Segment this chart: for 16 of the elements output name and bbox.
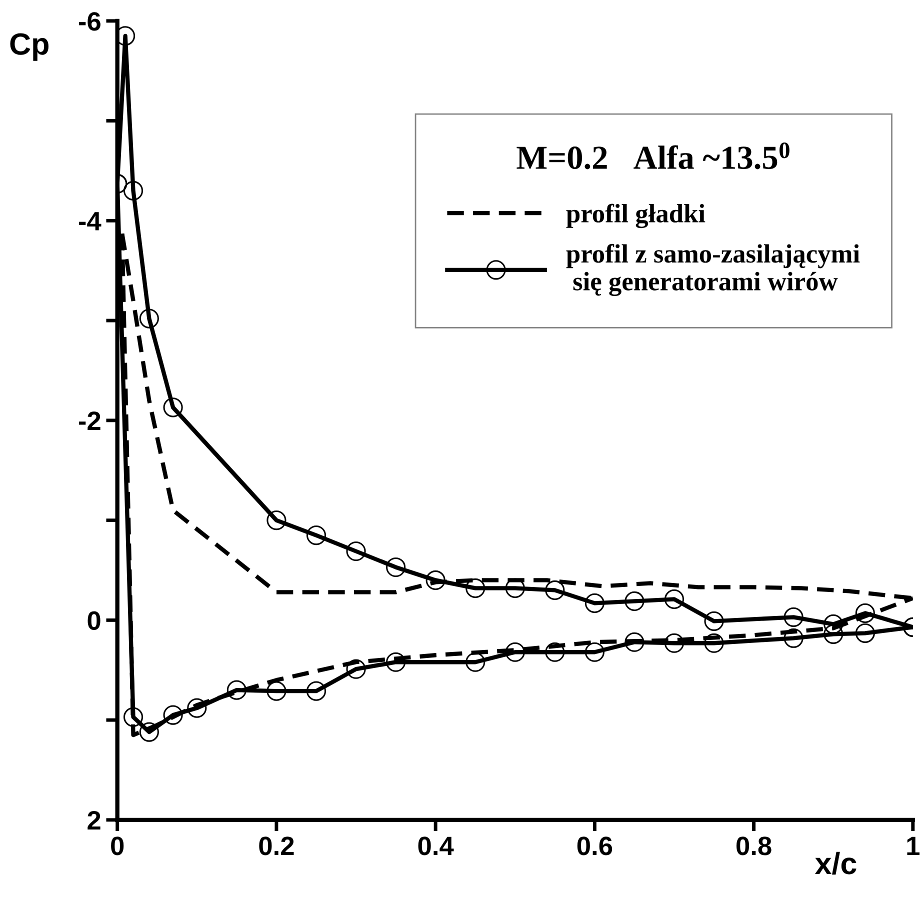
x-tick-label: 0.4 — [418, 836, 454, 856]
y-axis-title: Cp — [10, 33, 48, 61]
y-tick-label: 2 — [88, 811, 100, 830]
legend-label: profil z samo-zasilającymi się generatorami wirów — [566, 244, 860, 296]
x-tick-label: 0.8 — [736, 836, 772, 856]
x-tick-label: 0.2 — [259, 836, 294, 856]
y-tick-label: -6 — [78, 12, 100, 31]
y-tick-label: -2 — [78, 412, 100, 430]
y-tick-label: 0 — [88, 611, 100, 630]
x-tick-label: 1 — [907, 836, 920, 856]
legend-title: M=0.2 Alfa ~13.5$^{0}$ — [516, 142, 790, 170]
x-axis-title: x/c — [814, 852, 856, 875]
x-tick-label: 0 — [111, 836, 124, 856]
legend-label: profil gładki — [566, 204, 706, 228]
y-tick-label: -4 — [78, 212, 102, 230]
x-tick-label: 0.6 — [577, 836, 612, 856]
